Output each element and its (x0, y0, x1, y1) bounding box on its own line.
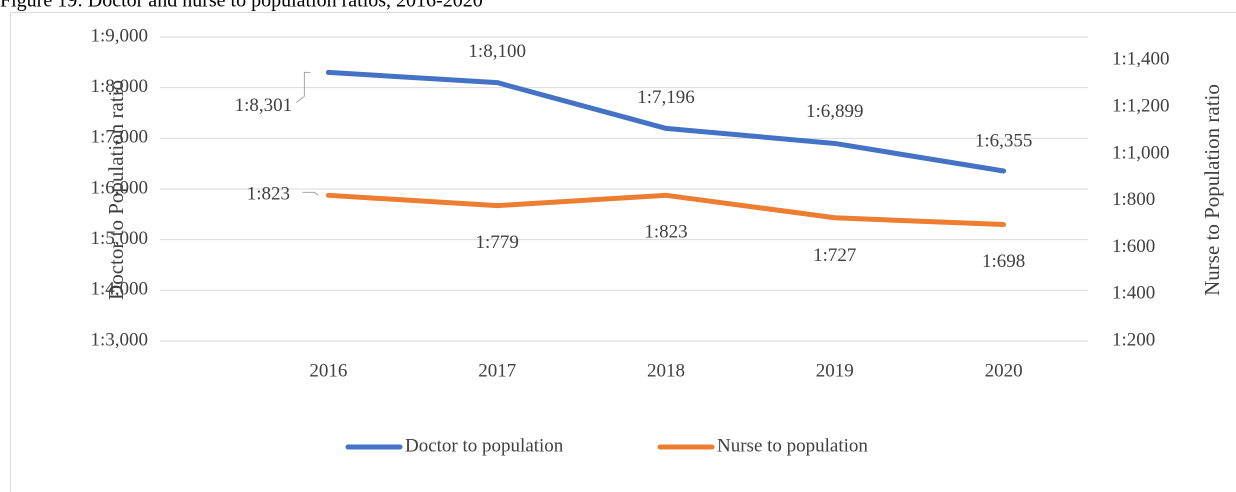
y-tick-label: 1:3,000 (90, 329, 148, 350)
y-tick-label: 1:7,000 (90, 127, 148, 148)
data-label: 1:8,301 (235, 95, 293, 116)
data-label: 1:8,100 (468, 41, 526, 62)
y2-tick-label: 1:800 (1112, 189, 1155, 210)
y-tick-label: 1:4,000 (90, 279, 148, 300)
chart-title: Figure 19: Doctor and nurse to populatio… (0, 0, 483, 12)
y2-tick-label: 1:200 (1112, 329, 1155, 350)
series-line (325, 69, 1007, 174)
series-line (325, 192, 1007, 228)
y2-tick-label: 1:1,200 (1112, 96, 1170, 117)
x-tick-label: 2017 (478, 360, 516, 381)
data-label: 1:727 (813, 245, 856, 266)
leader-line (302, 191, 319, 196)
data-label: 1:823 (247, 184, 290, 205)
y-tick-label: 1:9,000 (90, 25, 148, 46)
legend-label: Doctor to population (405, 435, 564, 456)
chart-border (10, 12, 1236, 492)
data-label: 1:779 (476, 232, 519, 253)
x-tick-label: 2020 (985, 360, 1023, 381)
x-tick-label: 2019 (816, 360, 854, 381)
leader-line (296, 71, 311, 103)
y2-axis-title: Nurse to Population ratio (1200, 84, 1224, 296)
y2-tick-label: 1:400 (1112, 283, 1155, 304)
y2-tick-label: 1:1,400 (1112, 49, 1170, 70)
data-label: 1:7,196 (637, 87, 695, 108)
y-tick-label: 1:5,000 (90, 228, 148, 249)
y-axis-title: Doctor to Population ratio (104, 80, 128, 300)
legend-label: Nurse to population (717, 435, 868, 456)
data-label: 1:823 (644, 222, 687, 243)
x-tick-label: 2018 (647, 360, 685, 381)
y-tick-label: 1:6,000 (90, 177, 148, 198)
x-tick-label: 2016 (309, 360, 347, 381)
y-tick-label: 1:8,000 (90, 76, 148, 97)
y2-tick-label: 1:1,000 (1112, 142, 1170, 163)
data-label: 1:6,899 (806, 101, 864, 122)
data-label: 1:698 (982, 251, 1025, 272)
data-label: 1:6,355 (975, 130, 1033, 151)
y2-tick-label: 1:600 (1112, 236, 1155, 257)
